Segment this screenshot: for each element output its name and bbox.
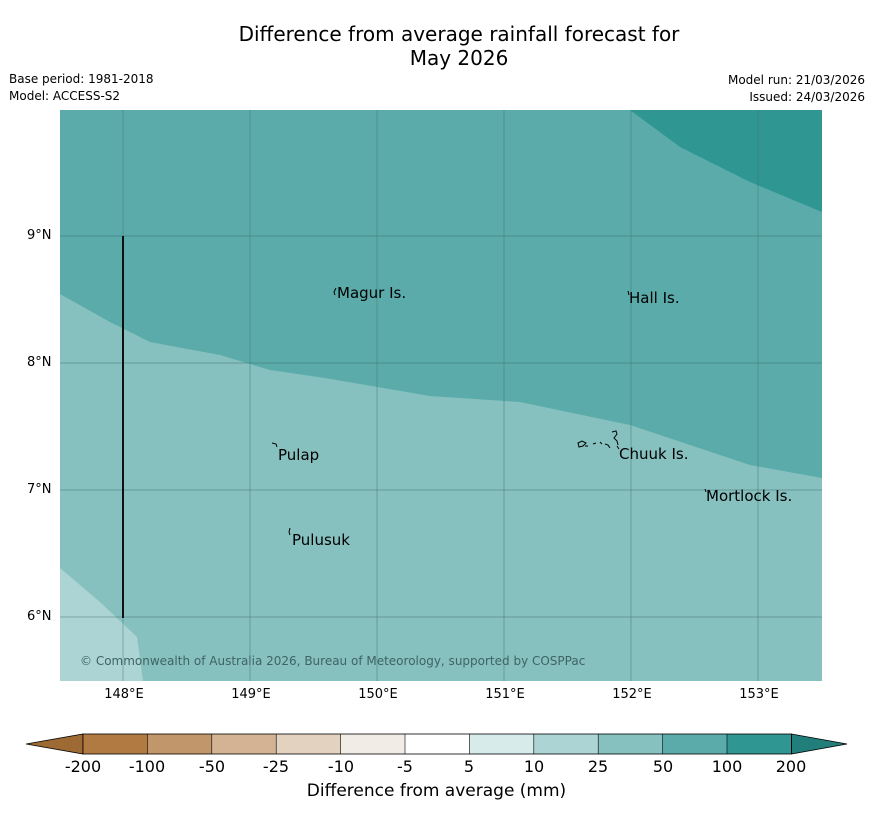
colorbar-tick: -10: [327, 757, 355, 776]
place-label: Hall Is.: [629, 289, 680, 307]
title-line-2: May 2026: [409, 46, 509, 70]
lon-label: 152°E: [612, 687, 652, 702]
chuuk-island-shapes: [577, 430, 620, 450]
lon-label: 150°E: [358, 687, 398, 702]
colorbar-tick: -50: [198, 757, 226, 776]
colorbar-segment: [405, 734, 470, 754]
colorbar-segment: [147, 734, 212, 754]
meta-left: Base period: 1981-2018 Model: ACCESS-S2: [9, 71, 154, 105]
colorbar-tick: 200: [775, 757, 807, 776]
band-50-100: [60, 110, 822, 478]
colorbar-segment: [340, 734, 405, 754]
colorbar-segment: [83, 734, 148, 754]
colorbar-segment: [276, 734, 341, 754]
issued-date: Issued: 24/03/2026: [749, 90, 865, 104]
colorbar-dividers: [147, 734, 728, 754]
model-name: Model: ACCESS-S2: [9, 89, 121, 103]
map-svg: Magur Is. Hall Is. Pulap Chuuk Is. Mortl…: [60, 110, 822, 681]
lat-label: 9°N: [27, 228, 52, 243]
place-label: Chuuk Is.: [619, 445, 688, 463]
colorbar-segment: [211, 734, 277, 754]
hall-island-shape: [627, 290, 630, 296]
place-label: Pulap: [278, 446, 319, 464]
colorbar: [26, 733, 848, 755]
model-run: Model run: 21/03/2026: [727, 73, 865, 87]
band-100-200: [630, 110, 822, 212]
lon-label: 148°E: [104, 687, 144, 702]
map-title: Difference from average rainfall forecas…: [0, 22, 873, 70]
lat-label: 6°N: [27, 609, 52, 624]
pulusuk-island-shape: [288, 527, 291, 536]
gridlines: [60, 110, 822, 681]
mortlock-island-shape: [704, 488, 707, 493]
colorbar-tick: -200: [64, 757, 102, 776]
colorbar-segment: [662, 734, 727, 754]
place-label: Pulusuk: [292, 531, 350, 549]
colorbar-outline: [82, 733, 792, 755]
colorbar-tick: 10: [523, 757, 545, 776]
map-panel: Magur Is. Hall Is. Pulap Chuuk Is. Mortl…: [60, 110, 822, 681]
colorbar-tick: 100: [711, 757, 743, 776]
islands: [271, 287, 707, 536]
colorbar-segment: [469, 734, 534, 754]
colorbar-tick: -25: [262, 757, 290, 776]
colorbar-segment: [598, 734, 663, 754]
pulap-island-shape: [271, 442, 278, 448]
magur-island-shape: [333, 287, 337, 296]
colorbar-tick: 5: [463, 757, 475, 776]
lon-label: 149°E: [231, 687, 271, 702]
title-line-1: Difference from average rainfall forecas…: [238, 22, 680, 46]
lat-label: 7°N: [27, 482, 52, 497]
place-labels: Magur Is. Hall Is. Pulap Chuuk Is. Mortl…: [278, 284, 792, 549]
band-10-25: [60, 568, 143, 681]
colorbar-segment: [727, 734, 792, 754]
colorbar-tick: 25: [587, 757, 609, 776]
lon-label: 153°E: [739, 687, 779, 702]
colorbar-tick: -5: [397, 757, 413, 776]
colorbar-segment: [26, 733, 84, 755]
colorbar-title: Difference from average (mm): [306, 781, 567, 801]
base-period: Base period: 1981-2018: [9, 72, 154, 86]
colorbar-segment: [791, 733, 848, 755]
colorbar-tick: -100: [128, 757, 166, 776]
colorbar-tick: 50: [652, 757, 674, 776]
lon-label: 151°E: [485, 687, 525, 702]
place-label: Mortlock Is.: [706, 487, 792, 505]
colorbar-segment: [533, 734, 599, 754]
place-label: Magur Is.: [337, 284, 406, 302]
lat-label: 8°N: [27, 355, 52, 370]
meta-right: Model run: 21/03/2026 Issued: 24/03/2026: [728, 72, 865, 106]
copyright-notice: © Commonwealth of Australia 2026, Bureau…: [80, 654, 585, 668]
